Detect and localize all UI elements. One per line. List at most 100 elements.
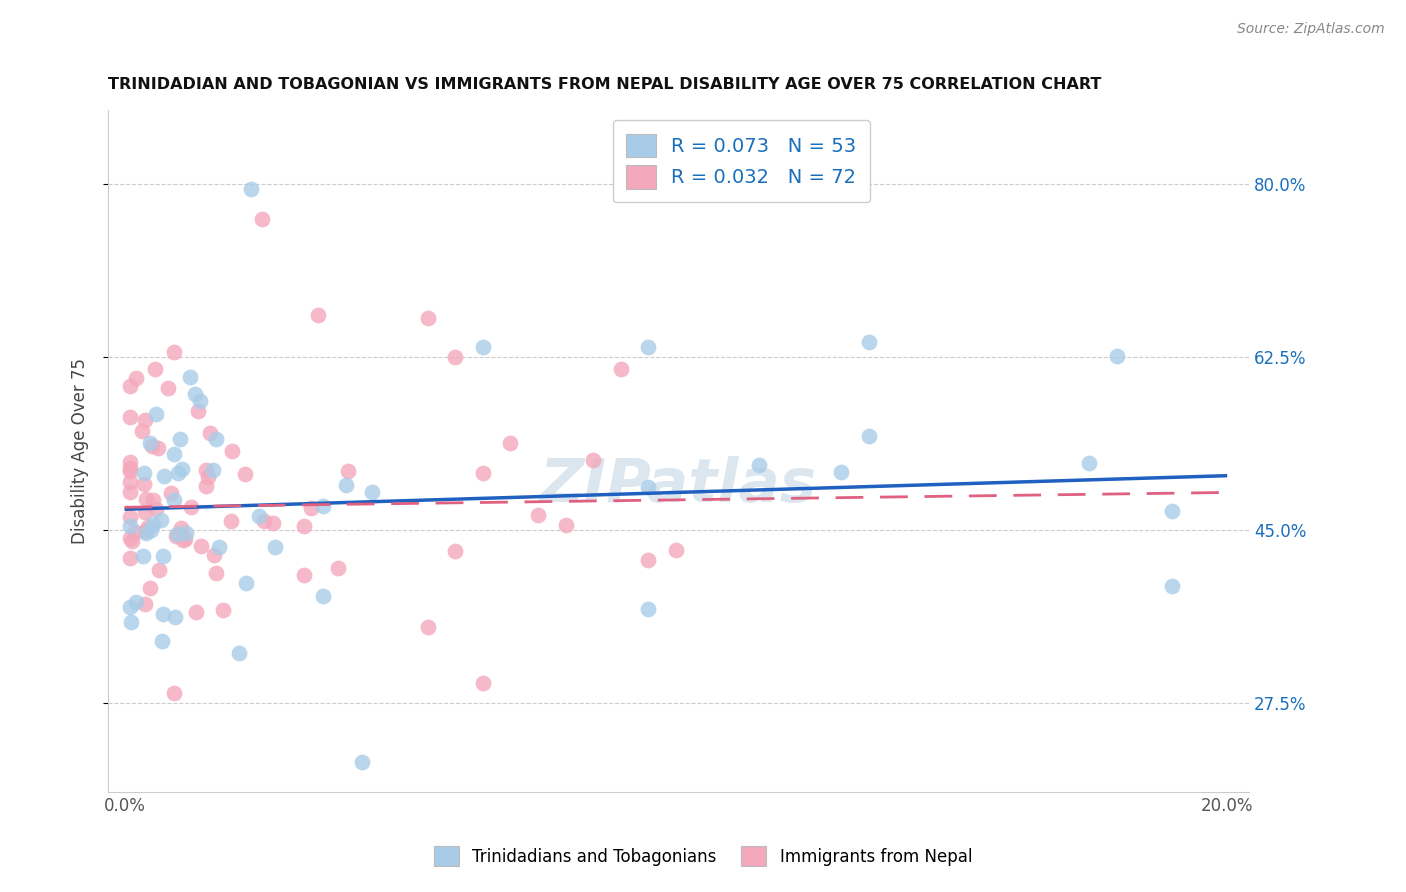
Point — [150, 633, 173, 648]
Point — [264, 540, 287, 554]
Point — [235, 575, 257, 590]
Point — [174, 526, 197, 541]
Point — [335, 478, 357, 492]
Point — [1161, 579, 1184, 593]
Point — [135, 491, 157, 506]
Point — [361, 484, 384, 499]
Point — [609, 361, 631, 376]
Point — [118, 475, 141, 489]
Point — [120, 378, 142, 392]
Point — [253, 514, 276, 528]
Point — [202, 463, 225, 477]
Point — [141, 523, 163, 537]
Point — [145, 501, 167, 516]
Point — [312, 499, 335, 513]
Point — [205, 566, 228, 581]
Point — [172, 533, 194, 547]
Point — [205, 432, 228, 446]
Point — [118, 550, 141, 565]
Point — [141, 439, 163, 453]
Point — [637, 340, 659, 354]
Point — [121, 534, 143, 549]
Point — [152, 607, 174, 621]
Legend: Trinidadians and Tobagonians, Immigrants from Nepal: Trinidadians and Tobagonians, Immigrants… — [426, 838, 980, 875]
Point — [637, 480, 659, 494]
Point — [118, 509, 141, 524]
Point — [148, 563, 170, 577]
Point — [132, 477, 155, 491]
Point — [134, 524, 156, 538]
Point — [165, 529, 187, 543]
Point — [134, 597, 156, 611]
Point — [416, 620, 439, 634]
Point — [292, 518, 315, 533]
Point — [146, 441, 169, 455]
Point — [233, 467, 256, 482]
Point — [145, 408, 167, 422]
Y-axis label: Disability Age Over 75: Disability Age Over 75 — [72, 358, 89, 544]
Point — [136, 520, 159, 534]
Point — [858, 335, 880, 350]
Point — [830, 465, 852, 479]
Point — [180, 500, 202, 514]
Point — [157, 381, 180, 395]
Point — [120, 615, 142, 629]
Point — [212, 602, 235, 616]
Point — [240, 182, 263, 196]
Point — [307, 308, 329, 322]
Point — [118, 600, 141, 615]
Point — [134, 505, 156, 519]
Text: TRINIDADIAN AND TOBAGONIAN VS IMMIGRANTS FROM NEPAL DISABILITY AGE OVER 75 CORRE: TRINIDADIAN AND TOBAGONIAN VS IMMIGRANTS… — [108, 78, 1101, 93]
Point — [471, 467, 494, 481]
Point — [637, 553, 659, 567]
Point — [170, 462, 193, 476]
Point — [118, 464, 141, 478]
Point — [118, 484, 141, 499]
Point — [626, 179, 648, 194]
Point — [118, 461, 141, 475]
Point — [163, 492, 186, 507]
Point — [292, 567, 315, 582]
Point — [197, 470, 219, 484]
Point — [582, 453, 605, 467]
Point — [326, 560, 349, 574]
Point — [499, 436, 522, 450]
Point — [471, 340, 494, 354]
Point — [163, 447, 186, 461]
Point — [471, 676, 494, 690]
Point — [163, 686, 186, 700]
Text: Source: ZipAtlas.com: Source: ZipAtlas.com — [1237, 22, 1385, 37]
Point — [149, 513, 172, 527]
Point — [170, 521, 193, 535]
Text: ZIPatlas: ZIPatlas — [540, 456, 817, 515]
Point — [173, 533, 195, 547]
Point — [252, 211, 274, 226]
Point — [202, 548, 225, 562]
Point — [139, 436, 162, 450]
Point — [165, 610, 187, 624]
Point — [152, 549, 174, 564]
Point — [247, 509, 270, 524]
Point — [350, 755, 373, 769]
Point — [858, 429, 880, 443]
Point — [262, 516, 284, 530]
Point — [134, 466, 156, 480]
Point — [184, 386, 207, 401]
Point — [124, 524, 146, 539]
Point — [166, 527, 188, 541]
Point — [134, 413, 156, 427]
Point — [221, 443, 243, 458]
Legend: R = 0.073   N = 53, R = 0.032   N = 72: R = 0.073 N = 53, R = 0.032 N = 72 — [613, 120, 870, 202]
Point — [299, 501, 322, 516]
Point — [187, 404, 209, 418]
Point — [143, 361, 166, 376]
Point — [135, 526, 157, 541]
Point — [153, 468, 176, 483]
Point — [125, 595, 148, 609]
Point — [748, 458, 770, 473]
Point — [444, 544, 467, 558]
Point — [1078, 456, 1101, 470]
Point — [554, 518, 576, 533]
Point — [312, 590, 335, 604]
Point — [118, 410, 141, 425]
